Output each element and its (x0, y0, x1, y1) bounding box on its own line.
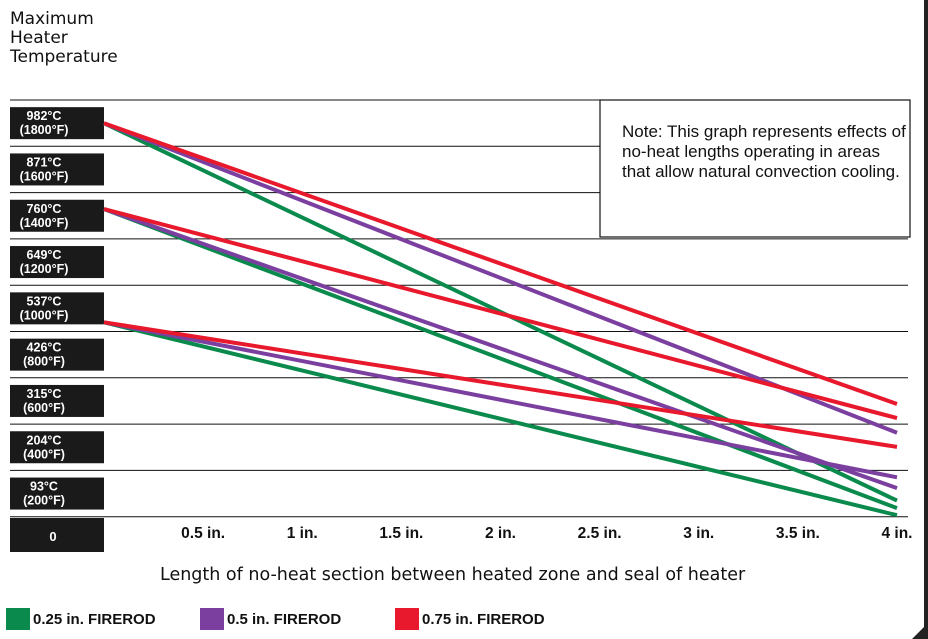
x-tick-label: 1 in. (287, 525, 318, 542)
series-line (103, 320, 898, 480)
note-box (599, 99, 911, 238)
y-tick-box (10, 477, 104, 510)
y-tick-label-celsius: 760°C (27, 202, 62, 216)
y-tick-label-celsius: 315°C (27, 387, 62, 401)
series-line (103, 320, 898, 518)
x-tick-label: 2 in. (485, 525, 516, 542)
series-line (103, 121, 898, 406)
series-line (103, 207, 898, 490)
y-tick-label-fahrenheit: (600°F) (23, 401, 65, 415)
y-tick-box (10, 107, 104, 140)
legend-swatch-red (395, 608, 419, 630)
x-tick-box (10, 518, 104, 552)
legend-label: 0.5 in. FIREROD (227, 610, 342, 628)
y-tick-box (10, 384, 104, 417)
y-tick-label-celsius: 426°C (27, 341, 62, 355)
y-axis-title-line: Temperature (10, 47, 118, 67)
y-tick-label-fahrenheit: (1400°F) (20, 216, 69, 230)
legend-swatch-green (6, 608, 30, 630)
y-tick-label-celsius: 93°C (30, 480, 58, 494)
series-lines (103, 121, 898, 518)
x-tick-label: 4 in. (881, 525, 912, 542)
y-tick-box (10, 431, 104, 464)
y-tick-box (10, 153, 104, 186)
y-tick-label-celsius: 871°C (27, 155, 62, 169)
y-tick-labels: 982°C(1800°F) 871°C(1600°F) 760°C(1400°F) 6… (10, 107, 104, 510)
legend-label: 0.75 in. FIREROD (422, 610, 545, 628)
x-axis-label: Length of no-heat section between heated… (160, 565, 746, 585)
y-tick-label-fahrenheit: (800°F) (23, 355, 65, 369)
y-tick-box (10, 292, 104, 325)
legend-item: 0.25 in. FIREROD (6, 608, 156, 630)
x-tick-label: 3 in. (683, 525, 714, 542)
series-line (103, 121, 898, 435)
legend-swatch-purple (200, 608, 224, 630)
legend-item: 0.75 in. FIREROD (395, 608, 545, 630)
page-corner (912, 623, 928, 639)
page-border (924, 0, 928, 639)
y-axis-title-line: Maximum (10, 9, 94, 29)
y-tick-box (10, 338, 104, 371)
y-axis-title-line: Heater (10, 28, 68, 48)
x-tick-label: 1.5 in. (379, 525, 423, 542)
y-tick-label-fahrenheit: (1200°F) (20, 262, 69, 276)
y-tick-label-fahrenheit: (200°F) (23, 494, 65, 508)
y-tick-label-celsius: 204°C (27, 433, 62, 447)
x-tick-label: 3.5 in. (776, 525, 820, 542)
y-tick-label-fahrenheit: (1800°F) (20, 123, 69, 137)
y-tick-label-fahrenheit: (400°F) (23, 447, 65, 461)
y-tick-label-celsius: 537°C (27, 294, 62, 308)
y-tick-label-celsius: 649°C (27, 248, 62, 262)
y-tick-label-celsius: 982°C (27, 109, 62, 123)
x-tick-label: 0 (49, 529, 56, 544)
series-line (103, 320, 898, 449)
x-tick-label: 2.5 in. (578, 525, 622, 542)
y-axis-title: Maximum Heater Temperature (10, 10, 170, 67)
chart-note: Note: This graph represents effects of n… (622, 122, 906, 181)
series-line (103, 207, 898, 421)
series-line (103, 207, 898, 510)
legend-item: 0.5 in. FIREROD (200, 608, 341, 630)
x-tick-label: 0.5 in. (181, 525, 225, 542)
y-tick-label-fahrenheit: (1000°F) (20, 308, 69, 322)
x-tick-labels: 0 0.5 in. 1 in. 1.5 in. 2 in. 2.5 in. 3 in. 3.5… (10, 518, 913, 552)
legend-label: 0.25 in. FIREROD (33, 610, 156, 628)
y-tick-box (10, 199, 104, 232)
y-tick-label-fahrenheit: (1600°F) (20, 169, 69, 183)
y-tick-box (10, 246, 104, 279)
